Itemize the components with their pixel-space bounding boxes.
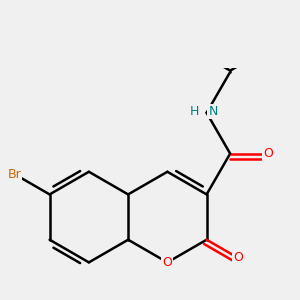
Text: H: H [190,105,200,119]
Text: O: O [263,147,273,160]
Text: O: O [233,251,243,264]
Text: N: N [208,105,218,119]
Text: Br: Br [8,167,21,181]
Text: O: O [162,256,172,269]
